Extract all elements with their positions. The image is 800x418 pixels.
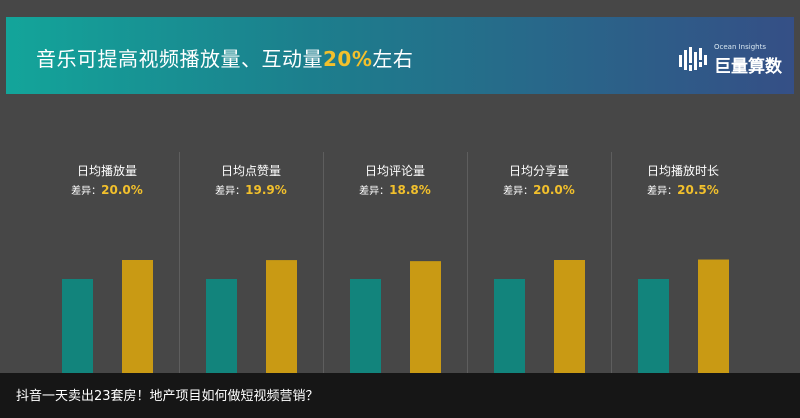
chart-title: 日均点赞量 [220, 164, 281, 178]
panel-divider [467, 152, 468, 382]
diff-value: 19.9% [245, 183, 287, 197]
bar-with-music [698, 259, 729, 374]
diff-label: 差异： [71, 186, 102, 197]
panel-divider [611, 152, 612, 382]
bar-with-music [410, 261, 441, 374]
brand-name-english: Ocean Insights [714, 43, 766, 51]
chart-panels: 日均播放量差异：20.0%整体带音乐日均点赞量差异：19.9%整体带音乐日均评论… [35, 152, 765, 382]
diff-value: 20.0% [101, 183, 143, 197]
diff-value: 20.5% [677, 183, 719, 197]
banner-title-prefix: 音乐可提高视频播放量、互动量 [36, 47, 323, 71]
ocean-insights-logo-icon [679, 47, 707, 71]
caption-text: 抖音一天卖出23套房！地产项目如何做短视频营销？ [16, 389, 319, 404]
bar-plot: 整体带音乐 [350, 261, 441, 382]
brand-logo: Ocean Insights 巨量算数 [678, 43, 790, 83]
banner-title-highlight: 20% [323, 47, 373, 71]
header-banner: 音乐可提高视频播放量、互动量20%左右 Ocean Insights 巨量算数 [6, 17, 794, 94]
diff-label: 差异： [503, 186, 534, 197]
caption-bar: 抖音一天卖出23套房！地产项目如何做短视频营销？ [0, 373, 800, 418]
bar-overall [350, 279, 381, 374]
bar-plot: 整体带音乐 [494, 260, 585, 382]
diff-label: 差异： [647, 186, 678, 197]
brand-name-chinese: 巨量算数 [714, 57, 782, 77]
diff-label: 差异： [359, 186, 390, 197]
diff-value: 18.8% [389, 183, 431, 197]
chart-diff: 差异：20.0% [35, 182, 179, 197]
chart-title: 日均评论量 [364, 164, 425, 178]
bar-with-music [122, 260, 153, 374]
top-strip [0, 0, 800, 12]
chart-title: 日均分享量 [508, 164, 569, 178]
bar-overall [62, 279, 93, 374]
bar-with-music [266, 260, 297, 374]
banner-title-suffix: 左右 [372, 47, 414, 71]
chart-title: 日均播放时长 [646, 164, 719, 178]
chart-title: 日均播放量 [76, 164, 137, 178]
bar-plot: 整体带音乐 [62, 260, 153, 382]
bar-plot: 整体带音乐 [206, 260, 297, 382]
bar-overall [494, 279, 525, 374]
panel-divider [323, 152, 324, 382]
bar-with-music [554, 260, 585, 374]
bar-overall [638, 279, 669, 374]
diff-value: 20.0% [533, 183, 575, 197]
chart-diff: 差异：20.0% [467, 182, 611, 197]
chart-diff: 差异：19.9% [179, 182, 323, 197]
bar-plot: 整体带音乐 [638, 259, 729, 382]
panel-divider [179, 152, 180, 382]
diff-label: 差异： [215, 186, 246, 197]
bar-overall [206, 279, 237, 374]
banner-title: 音乐可提高视频播放量、互动量20%左右 [36, 43, 413, 72]
chart-diff: 差异：18.8% [323, 182, 467, 197]
chart-diff: 差异：20.5% [611, 182, 755, 197]
